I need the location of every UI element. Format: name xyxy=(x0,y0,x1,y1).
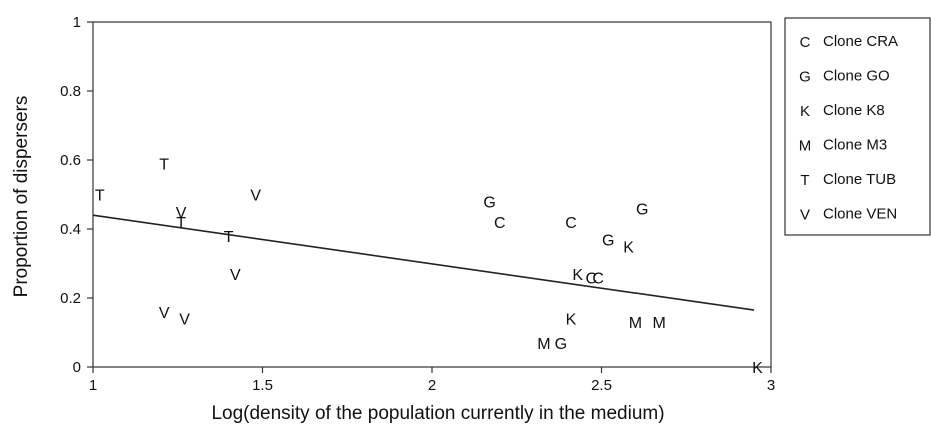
data-point: V xyxy=(176,205,187,222)
y-tick-label: 1 xyxy=(73,14,81,31)
y-tick-label: 0 xyxy=(73,359,81,376)
x-tick-label: 2.5 xyxy=(591,377,612,394)
data-point: G xyxy=(483,194,495,211)
legend-box xyxy=(784,17,931,236)
legend-label: Clone CRA xyxy=(823,33,898,50)
data-point: T xyxy=(176,215,186,232)
data-point: C xyxy=(494,215,506,232)
fit-line xyxy=(92,214,755,311)
plot-frame xyxy=(92,21,772,368)
legend-label: Clone M3 xyxy=(823,137,887,154)
data-point: M xyxy=(629,315,642,332)
legend-label: Clone GO xyxy=(823,68,890,85)
data-point: K xyxy=(572,267,583,284)
legend-label: Clone TUB xyxy=(823,171,896,188)
data-point: G xyxy=(602,232,614,249)
legend-symbol: V xyxy=(800,207,810,224)
data-point: K xyxy=(566,312,577,329)
data-point: V xyxy=(159,305,170,322)
data-point: G xyxy=(636,201,648,218)
data-point: K xyxy=(752,360,763,377)
data-point: V xyxy=(250,188,261,205)
legend-symbol: T xyxy=(800,172,809,189)
data-point: M xyxy=(652,315,665,332)
data-point: C xyxy=(586,270,598,287)
legend-symbol: M xyxy=(799,138,812,155)
data-point: C xyxy=(592,270,604,287)
data-point: T xyxy=(224,229,234,246)
y-axis-title: Proportion of dispersers xyxy=(11,96,32,298)
x-tick-label: 2 xyxy=(428,377,436,394)
legend-symbol: C xyxy=(800,34,811,51)
y-tick-label: 0.2 xyxy=(60,290,81,307)
data-point: K xyxy=(623,239,634,256)
data-point: V xyxy=(179,312,190,329)
data-point: T xyxy=(95,188,105,205)
legend: C Clone CRA G Clone GO K Clone K8 M Clone M3 T Cl… xyxy=(784,17,931,236)
x-tick-label: 1 xyxy=(89,377,97,394)
data-point: G xyxy=(555,336,567,353)
data-point: M xyxy=(537,336,550,353)
legend-symbol: K xyxy=(800,103,810,120)
legend-label: Clone K8 xyxy=(823,102,885,119)
data-point: T xyxy=(159,156,169,173)
y-tick-label: 0.8 xyxy=(60,83,81,100)
data-point: C xyxy=(565,215,577,232)
x-axis-title: Log(density of the population currently … xyxy=(211,403,664,424)
legend-label: Clone VEN xyxy=(823,206,897,223)
y-tick-label: 0.4 xyxy=(60,221,81,238)
y-tick-label: 0.6 xyxy=(60,152,81,169)
plot-area: 1 1.5 2 2.5 3 0 0.2 0.4 0.6 0.8 1 Log(density of th… xyxy=(11,14,775,424)
x-tick-label: 1.5 xyxy=(252,377,273,394)
data-point: V xyxy=(230,267,241,284)
x-tick-label: 3 xyxy=(767,377,775,394)
legend-symbol: G xyxy=(799,69,811,86)
